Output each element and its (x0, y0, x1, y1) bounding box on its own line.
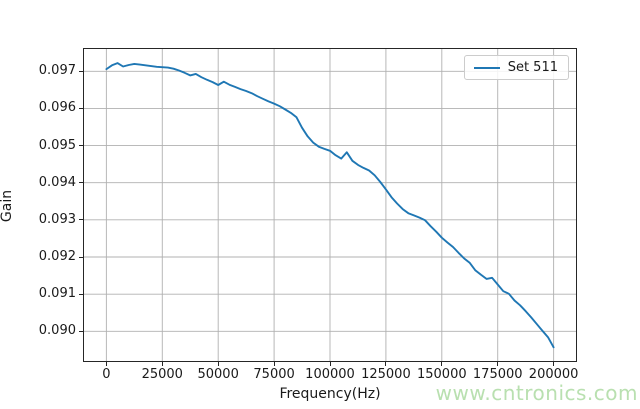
x-tick-label: 75000 (253, 367, 295, 382)
grid-lines (84, 49, 576, 361)
y-tick-mark (79, 145, 83, 147)
y-tick-label: 0.095 (38, 137, 76, 153)
x-tick-mark (553, 362, 555, 366)
x-tick-label: 200000 (528, 367, 579, 382)
y-tick-label: 0.090 (38, 323, 76, 339)
y-tick-mark (79, 256, 83, 258)
data-line-set-511 (105, 62, 555, 349)
y-tick-mark (79, 70, 83, 72)
y-tick-mark (79, 107, 83, 109)
x-tick-label: 175000 (472, 367, 523, 382)
y-tick-label: 0.097 (38, 63, 76, 79)
y-tick-mark (79, 293, 83, 295)
x-tick-label: 100000 (305, 367, 355, 382)
x-tick-label: 150000 (416, 367, 467, 382)
x-axis-label: Frequency(Hz) (279, 386, 381, 402)
y-tick-label: 0.092 (38, 249, 76, 264)
x-tick-mark (441, 362, 443, 366)
x-tick-mark (385, 362, 387, 366)
x-tick-mark (161, 362, 163, 366)
x-tick-mark (497, 362, 499, 366)
legend-label: Set 511 (507, 60, 558, 75)
y-tick-label: 0.096 (38, 100, 76, 116)
x-tick-mark (273, 362, 275, 366)
x-tick-label: 50000 (197, 367, 239, 382)
plot-area: Set 511 (83, 48, 577, 362)
plot-svg (84, 49, 576, 361)
x-tick-mark (217, 362, 219, 366)
y-tick-mark (79, 219, 83, 221)
y-tick-label: 0.093 (38, 211, 76, 227)
x-tick-label: 125000 (361, 367, 411, 382)
y-tick-mark (79, 330, 83, 332)
x-tick-label: 0 (102, 367, 111, 382)
x-tick-mark (329, 362, 331, 366)
watermark: www.cntronics.com (435, 381, 638, 405)
legend-line-sample (473, 66, 500, 69)
x-tick-label: 25000 (141, 367, 183, 382)
y-tick-label: 0.091 (38, 286, 76, 302)
legend: Set 511 (463, 55, 569, 80)
x-tick-mark (105, 362, 107, 366)
y-tick-mark (79, 182, 83, 184)
y-tick-label: 0.094 (38, 174, 76, 190)
